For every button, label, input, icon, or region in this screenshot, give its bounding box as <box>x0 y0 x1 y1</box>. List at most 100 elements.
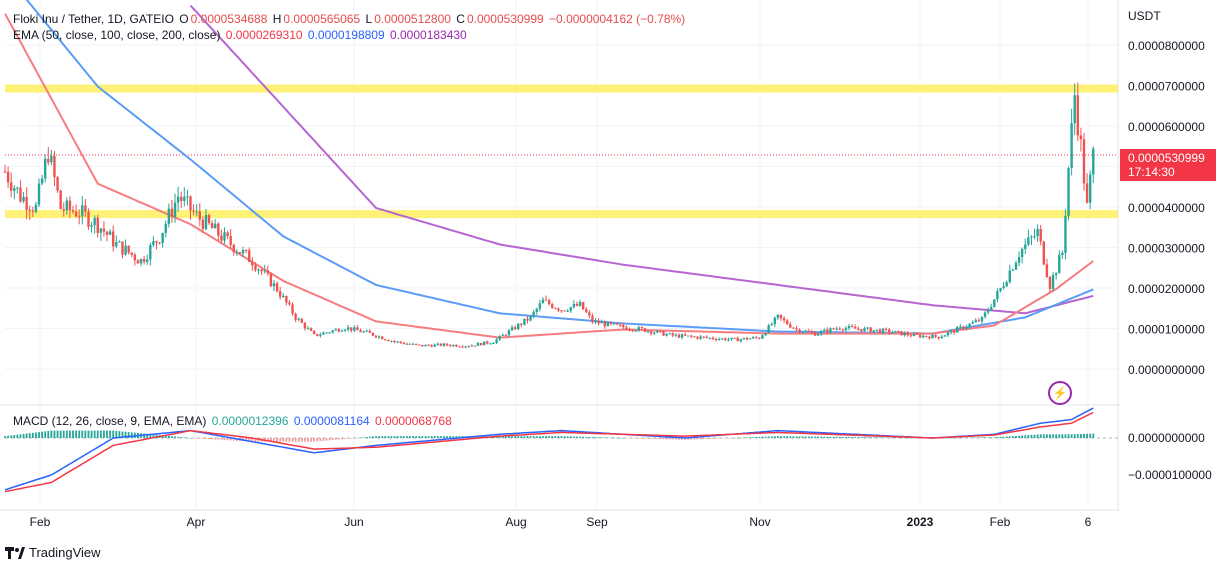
candle[interactable] <box>1042 241 1045 265</box>
candle[interactable] <box>884 328 888 330</box>
candle[interactable] <box>1051 275 1055 289</box>
candle[interactable] <box>736 337 739 342</box>
candle[interactable] <box>761 335 764 339</box>
candle[interactable] <box>909 335 913 337</box>
candle[interactable] <box>918 334 922 338</box>
candle[interactable] <box>560 310 563 312</box>
ema-label[interactable]: EMA (50, close, 100, close, 200, close) <box>13 28 221 42</box>
candle[interactable] <box>65 200 69 211</box>
candle[interactable] <box>384 339 387 341</box>
candle[interactable] <box>1033 236 1036 238</box>
candle[interactable] <box>1020 248 1024 257</box>
candle[interactable] <box>353 327 356 331</box>
candle[interactable] <box>201 219 205 230</box>
candle[interactable] <box>863 328 866 332</box>
candle[interactable] <box>785 320 789 325</box>
candle[interactable] <box>1008 270 1011 283</box>
lightning-icon[interactable]: ⚡ <box>1048 381 1072 405</box>
candle[interactable] <box>40 178 44 184</box>
candle[interactable] <box>393 340 396 342</box>
candle[interactable] <box>717 338 721 340</box>
candle[interactable] <box>739 339 743 342</box>
candle[interactable] <box>1014 262 1018 270</box>
candle[interactable] <box>1036 228 1039 237</box>
candle[interactable] <box>486 341 489 344</box>
candle[interactable] <box>439 343 443 346</box>
candle[interactable] <box>891 332 894 334</box>
candle[interactable] <box>377 336 381 338</box>
horizontal-level-0[interactable] <box>5 84 1118 93</box>
candle[interactable] <box>291 304 294 314</box>
candle[interactable] <box>232 244 235 253</box>
candle[interactable] <box>325 332 328 334</box>
candle[interactable] <box>467 346 470 348</box>
candle[interactable] <box>501 334 504 336</box>
candle[interactable] <box>547 300 551 305</box>
candle[interactable] <box>479 343 483 346</box>
candle[interactable] <box>254 265 257 271</box>
candle[interactable] <box>214 223 217 229</box>
candle[interactable] <box>483 341 486 346</box>
candle[interactable] <box>489 343 492 345</box>
candle[interactable] <box>751 337 755 339</box>
candle[interactable] <box>1030 236 1033 238</box>
candle[interactable] <box>464 346 467 348</box>
candle[interactable] <box>374 335 378 338</box>
candle[interactable] <box>16 187 19 189</box>
candle[interactable] <box>127 245 130 253</box>
candle[interactable] <box>19 187 22 202</box>
candle[interactable] <box>238 252 242 254</box>
candle[interactable] <box>1058 254 1061 274</box>
candle[interactable] <box>495 339 498 344</box>
candle[interactable] <box>798 329 801 333</box>
candle[interactable] <box>149 245 152 260</box>
candle[interactable] <box>3 171 7 173</box>
candle[interactable] <box>922 335 925 338</box>
candle[interactable] <box>677 334 681 338</box>
candle[interactable] <box>470 345 474 347</box>
candle[interactable] <box>680 334 684 338</box>
candle[interactable] <box>656 330 659 333</box>
candle[interactable] <box>68 200 72 211</box>
candle[interactable] <box>742 337 746 340</box>
candle[interactable] <box>380 336 384 340</box>
candle[interactable] <box>779 314 783 319</box>
candle[interactable] <box>841 329 845 331</box>
candle[interactable] <box>782 318 786 321</box>
candle[interactable] <box>776 314 780 318</box>
candle[interactable] <box>414 343 418 345</box>
candle[interactable] <box>337 329 341 332</box>
candle[interactable] <box>124 245 127 255</box>
candle[interactable] <box>699 336 702 339</box>
candle[interactable] <box>96 217 99 233</box>
candle[interactable] <box>411 343 415 345</box>
candle[interactable] <box>668 333 671 335</box>
candle[interactable] <box>458 346 461 348</box>
candle[interactable] <box>294 313 297 320</box>
candle[interactable] <box>881 328 885 333</box>
candle[interactable] <box>22 197 25 202</box>
candle[interactable] <box>356 327 359 331</box>
candle[interactable] <box>455 344 458 347</box>
candle[interactable] <box>609 322 613 324</box>
candle[interactable] <box>105 231 109 235</box>
candle[interactable] <box>847 326 851 329</box>
candle[interactable] <box>229 236 232 245</box>
candle[interactable] <box>28 209 31 211</box>
candle[interactable] <box>244 249 248 251</box>
candle[interactable] <box>983 312 987 317</box>
candle[interactable] <box>139 259 143 264</box>
candle[interactable] <box>362 331 365 333</box>
candle[interactable] <box>1017 256 1021 263</box>
candle[interactable] <box>226 232 229 237</box>
candle[interactable] <box>588 312 591 316</box>
candle[interactable] <box>748 338 752 340</box>
candle[interactable] <box>278 291 282 297</box>
candle[interactable] <box>257 269 260 271</box>
candle[interactable] <box>835 328 838 330</box>
candle[interactable] <box>996 291 999 300</box>
candle[interactable] <box>934 334 937 337</box>
candle[interactable] <box>600 322 603 324</box>
candle[interactable] <box>424 344 427 347</box>
candle[interactable] <box>37 183 41 205</box>
